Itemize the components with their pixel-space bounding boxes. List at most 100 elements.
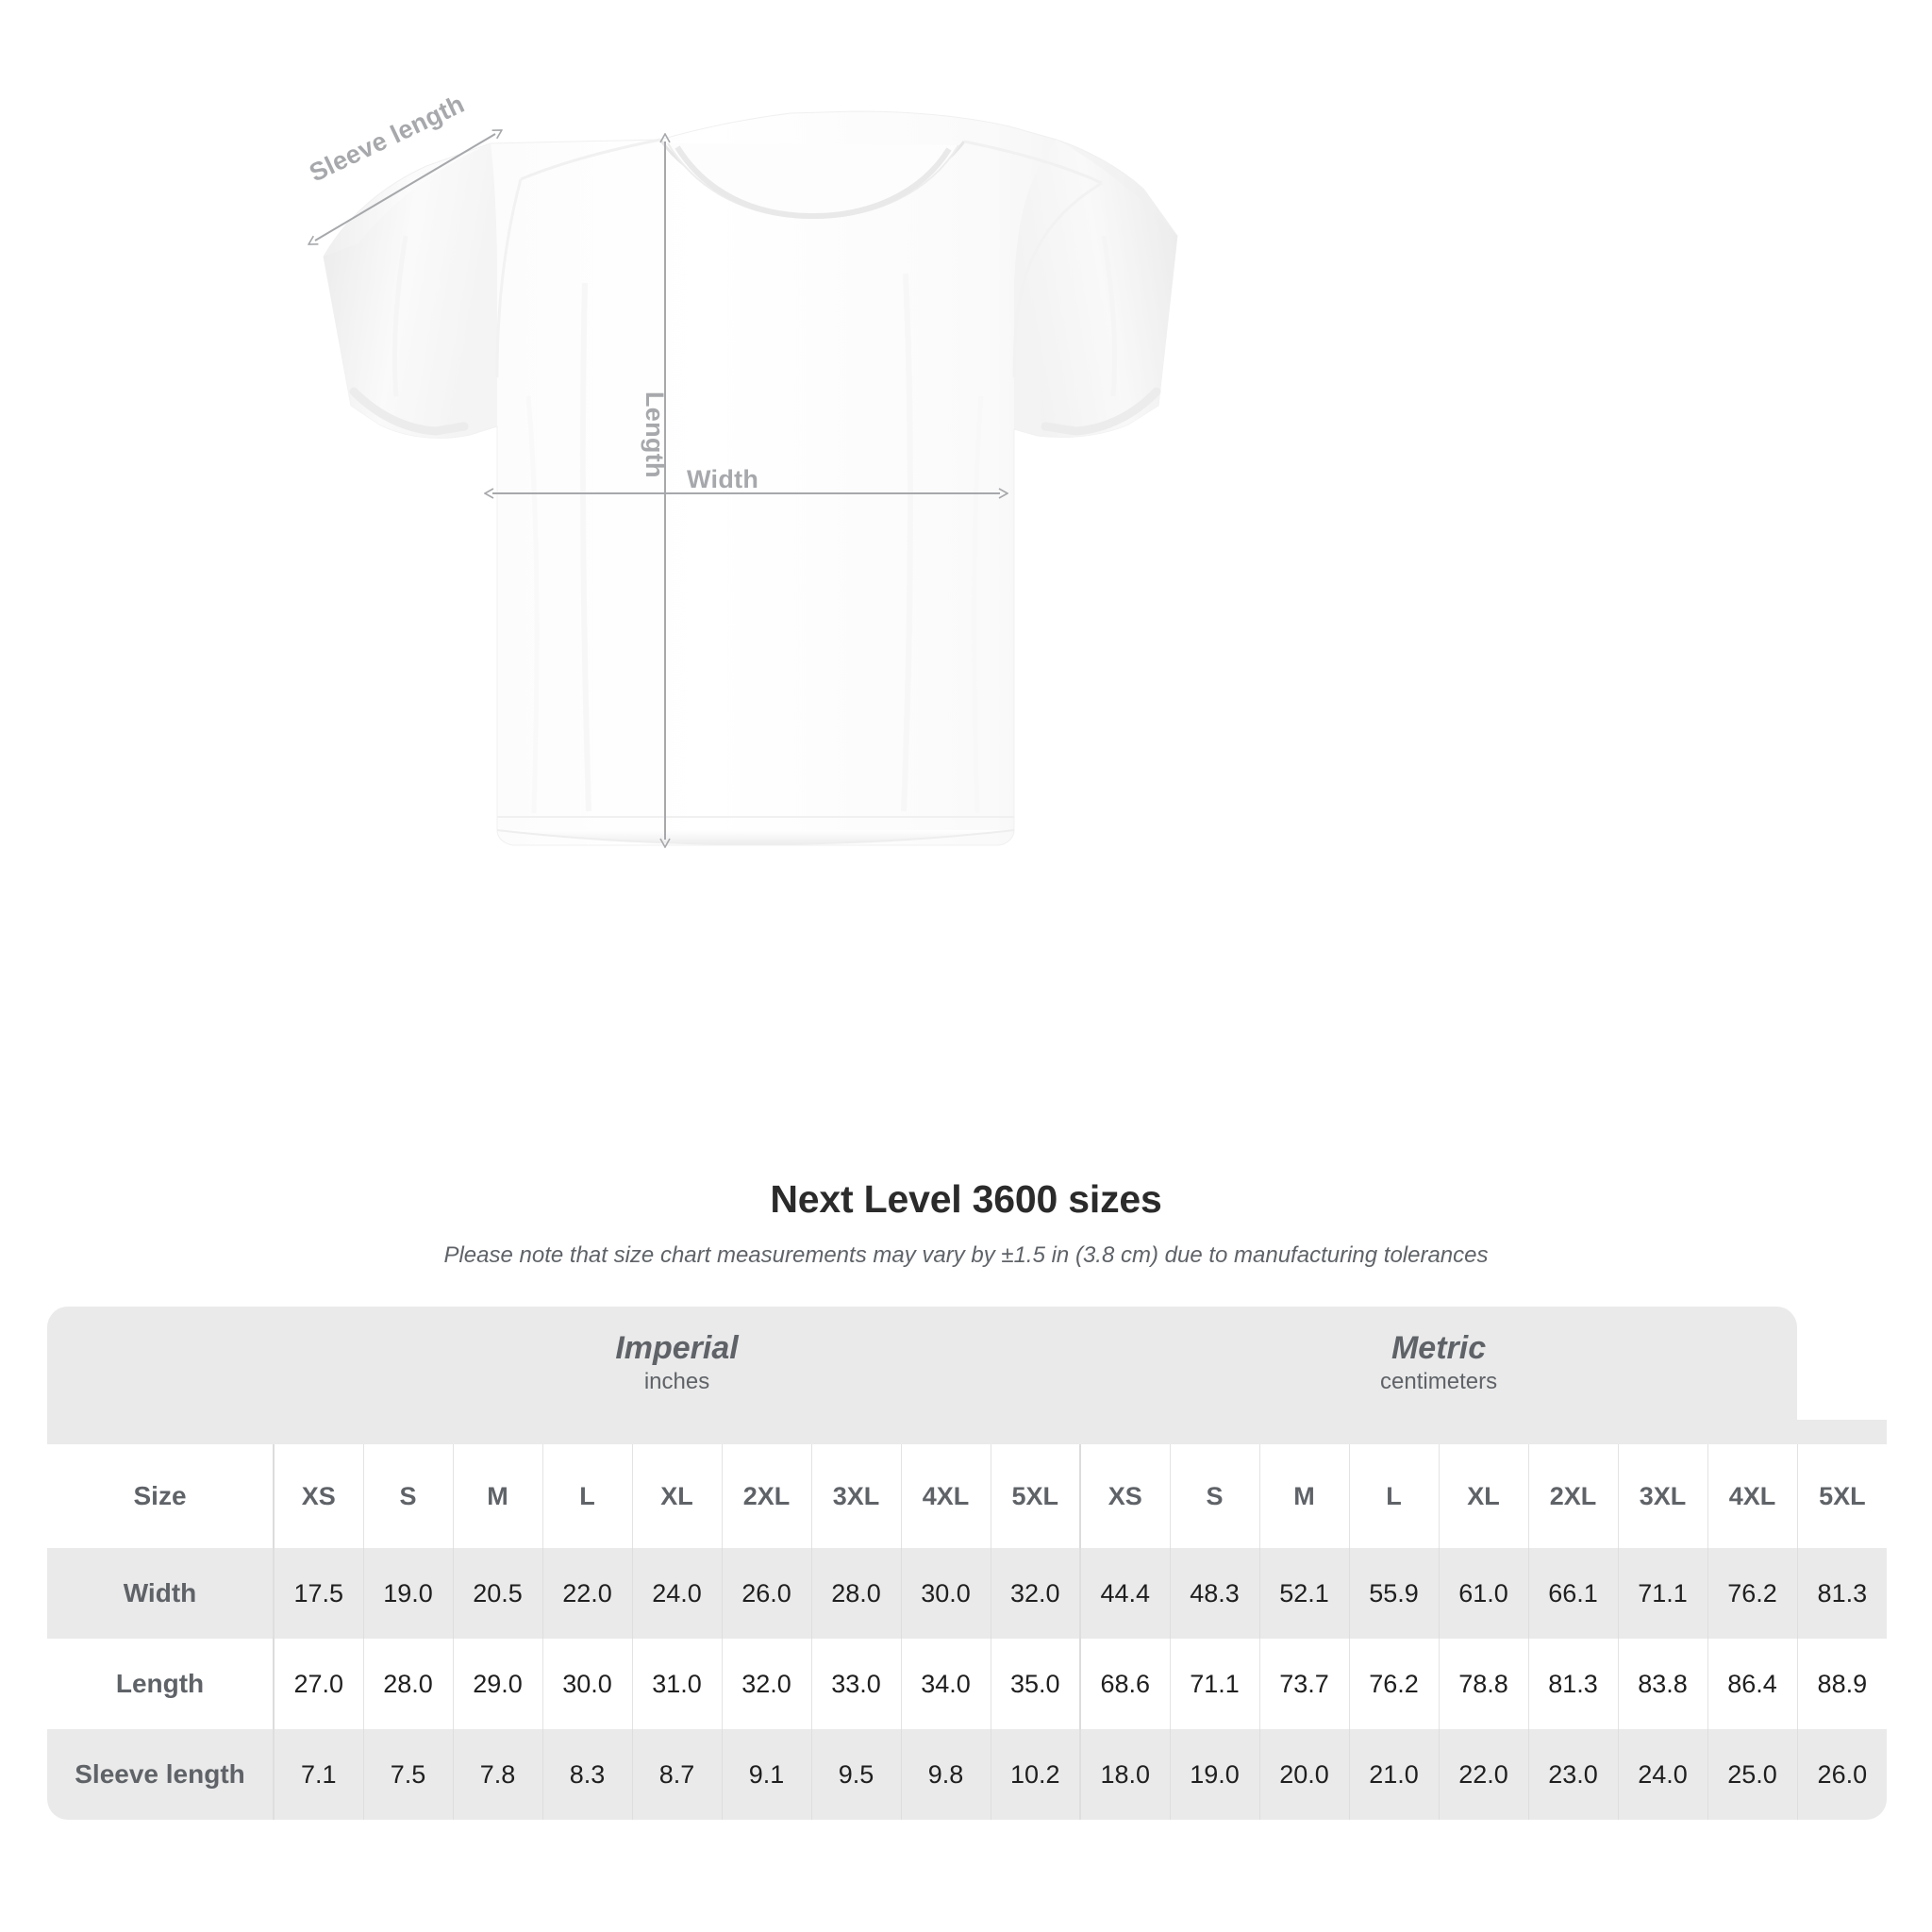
cell-sleeve-metric-2xl: 23.0 (1527, 1729, 1619, 1820)
size-header-imperial-s: S (362, 1444, 453, 1548)
size-header-metric-xl: XL (1438, 1444, 1529, 1548)
cell-sleeve-metric-l: 21.0 (1348, 1729, 1440, 1820)
row-label-size: Size (47, 1444, 274, 1548)
cell-width-metric-3xl: 71.1 (1617, 1548, 1708, 1639)
cell-sleeve-metric-3xl: 24.0 (1617, 1729, 1708, 1820)
unit-banner-row: Imperial inches Metric centimeters (47, 1307, 1887, 1420)
cell-sleeve-metric-4xl: 25.0 (1707, 1729, 1798, 1820)
cell-length-imperial-m: 29.0 (452, 1639, 542, 1729)
cell-width-metric-2xl: 66.1 (1527, 1548, 1619, 1639)
table-row-size-header: Size XS S M L XL 2XL 3XL 4XL 5XL XS S M … (47, 1444, 1888, 1548)
table-row-sleeve-length: Sleeve length 7.1 7.5 7.8 8.3 8.7 9.1 9.… (47, 1729, 1888, 1820)
unit-name-imperial: Imperial (615, 1329, 739, 1366)
size-header-metric-xs: XS (1079, 1444, 1171, 1548)
cell-length-metric-l: 76.2 (1348, 1639, 1440, 1729)
size-header-imperial-m: M (452, 1444, 542, 1548)
cell-length-imperial-4xl: 34.0 (900, 1639, 991, 1729)
cell-length-imperial-xl: 31.0 (631, 1639, 722, 1729)
size-header-imperial-xs: XS (273, 1444, 363, 1548)
size-chart-block: Next Level 3600 sizes Please note that s… (0, 1146, 1932, 1820)
size-header-metric-m: M (1258, 1444, 1350, 1548)
length-label: Length (641, 391, 669, 478)
unit-banner-spacer-row (47, 1420, 1888, 1444)
size-header-metric-4xl: 4XL (1707, 1444, 1798, 1548)
table-row-width: Width 17.5 19.0 20.5 22.0 24.0 26.0 28.0… (47, 1548, 1888, 1639)
page-title: Next Level 3600 sizes (770, 1177, 1162, 1221)
size-header-imperial-3xl: 3XL (810, 1444, 901, 1548)
size-header-imperial-5xl: 5XL (990, 1444, 1081, 1548)
cell-length-imperial-2xl: 32.0 (721, 1639, 811, 1729)
cell-sleeve-imperial-2xl: 9.1 (721, 1729, 811, 1820)
cell-length-imperial-5xl: 35.0 (990, 1639, 1081, 1729)
size-header-metric-l: L (1348, 1444, 1440, 1548)
tshirt-body (323, 110, 1178, 846)
cell-width-metric-5xl: 81.3 (1796, 1548, 1888, 1639)
cell-sleeve-imperial-3xl: 9.5 (810, 1729, 901, 1820)
cell-sleeve-metric-xs: 18.0 (1079, 1729, 1171, 1820)
size-header-metric-5xl: 5XL (1796, 1444, 1888, 1548)
size-header-metric-3xl: 3XL (1617, 1444, 1708, 1548)
cell-width-metric-m: 52.1 (1258, 1548, 1350, 1639)
cell-length-metric-xs: 68.6 (1079, 1639, 1171, 1729)
unit-banner-metric: Metric centimeters (1080, 1307, 1798, 1420)
cell-length-imperial-3xl: 33.0 (810, 1639, 901, 1729)
cell-length-imperial-xs: 27.0 (273, 1639, 363, 1729)
cell-width-imperial-s: 19.0 (362, 1548, 453, 1639)
cell-width-metric-xs: 44.4 (1079, 1548, 1171, 1639)
unit-banner-spacer (47, 1420, 1888, 1444)
size-header-metric-2xl: 2XL (1527, 1444, 1619, 1548)
cell-length-imperial-l: 30.0 (541, 1639, 632, 1729)
size-header-metric-s: S (1169, 1444, 1260, 1548)
cell-width-imperial-xl: 24.0 (631, 1548, 722, 1639)
cell-width-metric-l: 55.9 (1348, 1548, 1440, 1639)
cell-length-metric-4xl: 86.4 (1707, 1639, 1798, 1729)
row-label-sleeve-length: Sleeve length (47, 1729, 274, 1820)
cell-length-metric-xl: 78.8 (1438, 1639, 1529, 1729)
cell-width-metric-xl: 61.0 (1438, 1548, 1529, 1639)
cell-width-imperial-m: 20.5 (452, 1548, 542, 1639)
cell-length-metric-s: 71.1 (1169, 1639, 1260, 1729)
cell-sleeve-imperial-s: 7.5 (362, 1729, 453, 1820)
cell-sleeve-metric-5xl: 26.0 (1796, 1729, 1888, 1820)
cell-sleeve-imperial-m: 7.8 (452, 1729, 542, 1820)
row-label-width: Width (47, 1548, 274, 1639)
cell-width-imperial-3xl: 28.0 (810, 1548, 901, 1639)
unit-banner-imperial: Imperial inches (274, 1307, 1081, 1420)
cell-sleeve-imperial-5xl: 10.2 (990, 1729, 1081, 1820)
cell-length-metric-2xl: 81.3 (1527, 1639, 1619, 1729)
cell-width-imperial-l: 22.0 (541, 1548, 632, 1639)
cell-width-imperial-5xl: 32.0 (990, 1548, 1081, 1639)
size-table: Imperial inches Metric centimeters Size … (47, 1307, 1888, 1820)
sleeve-length-arrow (315, 134, 495, 241)
cell-sleeve-metric-xl: 22.0 (1438, 1729, 1529, 1820)
cell-sleeve-imperial-xl: 8.7 (631, 1729, 722, 1820)
cell-length-metric-m: 73.7 (1258, 1639, 1350, 1729)
row-label-length: Length (47, 1639, 274, 1729)
cell-sleeve-metric-s: 19.0 (1169, 1729, 1260, 1820)
unit-banner-corner (47, 1307, 274, 1420)
cell-width-imperial-xs: 17.5 (273, 1548, 363, 1639)
cell-sleeve-imperial-xs: 7.1 (273, 1729, 363, 1820)
cell-width-imperial-2xl: 26.0 (721, 1548, 811, 1639)
cell-sleeve-metric-m: 20.0 (1258, 1729, 1350, 1820)
tshirt-diagram-svg (0, 110, 1178, 1146)
unit-sub-imperial: inches (643, 1368, 710, 1394)
cell-length-metric-5xl: 88.9 (1796, 1639, 1888, 1729)
size-header-imperial-l: L (541, 1444, 632, 1548)
tshirt-illustration: Sleeve length Length Width (0, 90, 1178, 1146)
cell-width-metric-s: 48.3 (1169, 1548, 1260, 1639)
size-header-imperial-xl: XL (631, 1444, 722, 1548)
table-row-length: Length 27.0 28.0 29.0 30.0 31.0 32.0 33.… (47, 1639, 1888, 1729)
cell-width-imperial-4xl: 30.0 (900, 1548, 991, 1639)
size-header-imperial-2xl: 2XL (721, 1444, 811, 1548)
width-label: Width (687, 465, 759, 493)
cell-sleeve-imperial-4xl: 9.8 (900, 1729, 991, 1820)
cell-sleeve-imperial-l: 8.3 (541, 1729, 632, 1820)
tolerance-note: Please note that size chart measurements… (443, 1242, 1489, 1268)
cell-width-metric-4xl: 76.2 (1707, 1548, 1798, 1639)
cell-length-metric-3xl: 83.8 (1617, 1639, 1708, 1729)
size-table-wrapper: Imperial inches Metric centimeters Size … (47, 1307, 1888, 1820)
unit-name-metric: Metric (1391, 1329, 1487, 1366)
size-header-imperial-4xl: 4XL (900, 1444, 991, 1548)
unit-sub-metric: centimeters (1380, 1368, 1498, 1394)
